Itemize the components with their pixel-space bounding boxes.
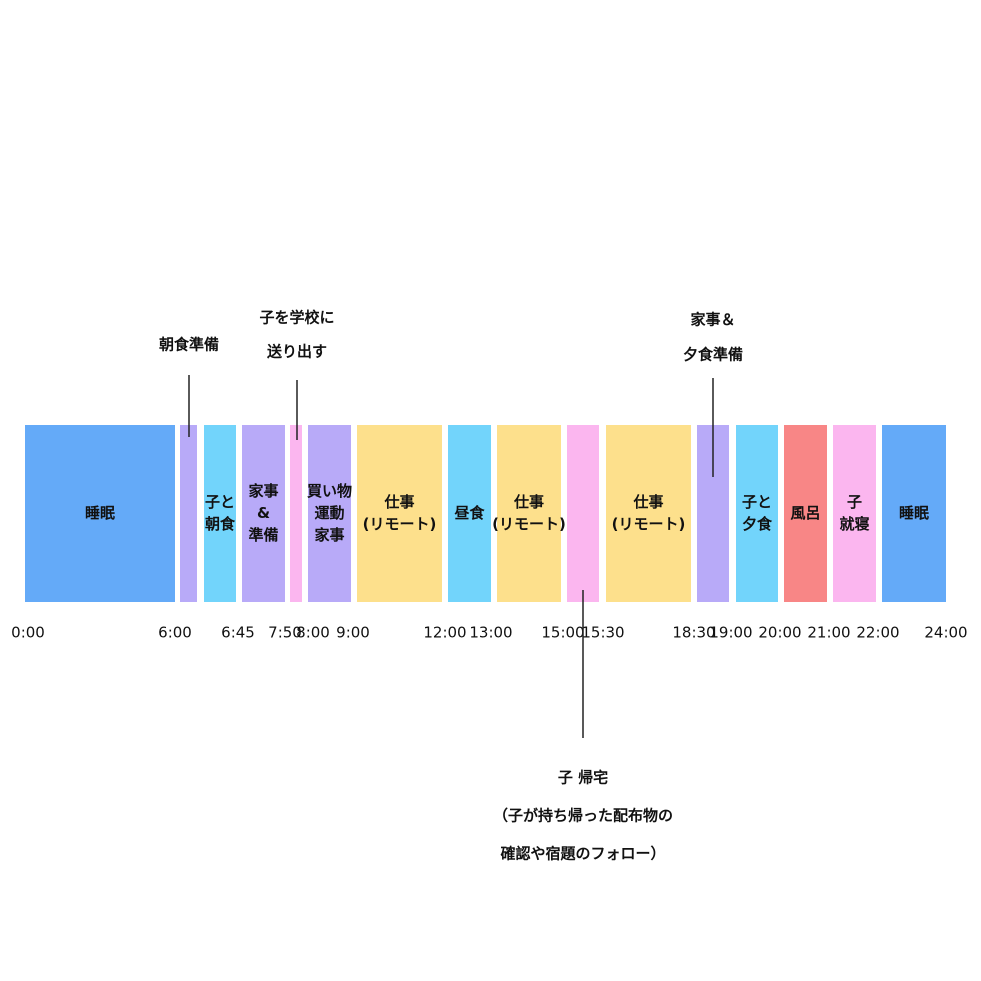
block-label: 子と xyxy=(742,493,772,511)
time-label: 18:30 xyxy=(672,624,715,642)
time-label: 15:00 xyxy=(541,624,584,642)
time-label: 13:00 xyxy=(469,624,512,642)
time-label: 12:00 xyxy=(423,624,466,642)
schedule-block xyxy=(290,425,302,602)
schedule-block xyxy=(448,425,491,602)
time-label: 22:00 xyxy=(856,624,899,642)
block-label: 昼食 xyxy=(454,504,485,522)
block-label: 準備 xyxy=(248,526,278,544)
schedule-block xyxy=(833,425,876,602)
time-label: 24:00 xyxy=(924,624,967,642)
schedule-block xyxy=(308,425,351,602)
schedule-block xyxy=(242,425,285,602)
time-label: 19:00 xyxy=(709,624,752,642)
schedule-block xyxy=(784,425,827,602)
block-label: 風呂 xyxy=(790,504,820,522)
block-label: 睡眠 xyxy=(85,504,115,522)
callout-label: 子 帰宅 xyxy=(558,769,608,787)
callout-label: 子を学校に xyxy=(259,309,334,327)
schedule-block xyxy=(497,425,561,602)
block-label: 買い物 xyxy=(307,482,352,500)
block-label: & xyxy=(257,504,270,522)
time-label: 15:30 xyxy=(581,624,624,642)
time-label: 21:00 xyxy=(807,624,850,642)
block-label: 家事 xyxy=(314,526,344,544)
callout-label: 送り出す xyxy=(266,343,327,361)
block-label: 仕事 xyxy=(383,493,414,511)
time-label: 7:50 xyxy=(268,624,302,642)
block-label: 子 xyxy=(847,493,862,511)
callout-label: 夕食準備 xyxy=(683,346,743,364)
schedule-block xyxy=(736,425,778,602)
block-label: 睡眠 xyxy=(899,504,929,522)
callout-label: 確認や宿題のフォロー） xyxy=(499,845,665,863)
schedule-block xyxy=(882,425,946,602)
schedule-block xyxy=(180,425,197,602)
schedule-block xyxy=(204,425,236,602)
schedule-block xyxy=(606,425,691,602)
time-label: 6:45 xyxy=(221,624,255,642)
block-label: 家事 xyxy=(248,482,278,500)
callout-label: 朝食準備 xyxy=(159,336,219,354)
time-label: 8:00 xyxy=(296,624,330,642)
time-label: 6:00 xyxy=(158,624,192,642)
block-label: 夕食 xyxy=(742,515,773,533)
block-label: 子と xyxy=(205,493,235,511)
time-label: 20:00 xyxy=(758,624,801,642)
block-label: 仕事 xyxy=(513,493,544,511)
block-label: 朝食 xyxy=(205,515,236,533)
block-label: (リモート) xyxy=(363,515,437,533)
callout-label: （子が持ち帰った配布物の xyxy=(493,807,673,825)
time-label: 9:00 xyxy=(336,624,370,642)
block-label: (リモート) xyxy=(492,515,566,533)
block-label: 仕事 xyxy=(632,493,663,511)
time-label: 0:00 xyxy=(11,624,45,642)
block-label: 就寝 xyxy=(839,515,869,533)
callout-label: 家事＆ xyxy=(690,311,735,329)
schedule-block xyxy=(357,425,442,602)
block-label: 運動 xyxy=(314,504,344,522)
schedule-block xyxy=(25,425,175,602)
schedule-block xyxy=(567,425,599,602)
block-label: (リモート) xyxy=(612,515,686,533)
